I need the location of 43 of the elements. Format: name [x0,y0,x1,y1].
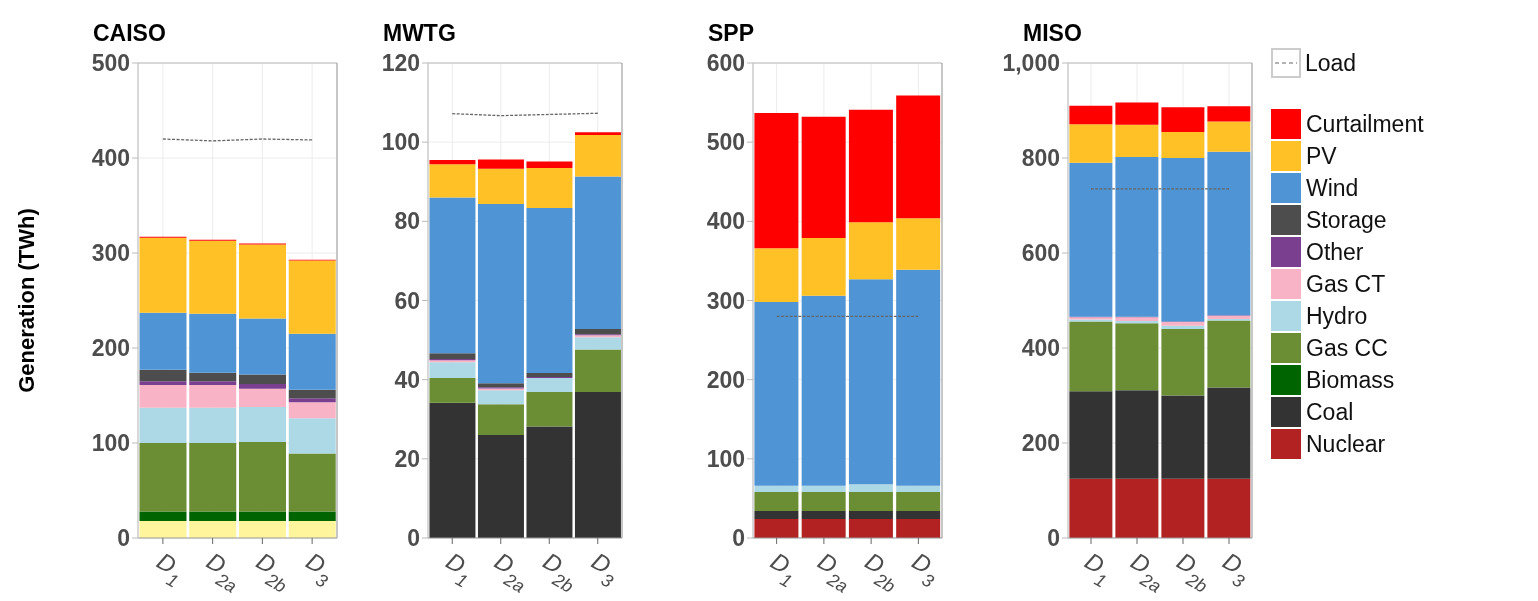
y-tick-label: 100 [706,446,745,472]
legend-label: Biomass [1306,366,1395,395]
legend-label: PV [1306,142,1337,171]
chart-title: CAISO [93,20,166,47]
y-tick-label: 200 [706,366,745,393]
y-tick-label: 400 [1021,335,1060,362]
y-tick-label: 600 [1021,240,1060,267]
y-tick-label: 400 [91,145,130,172]
y-tick-label: 0 [1047,525,1060,552]
y-tick-label: 1,000 [1002,50,1060,77]
y-tick-label: 300 [91,240,130,267]
y-tick-label: 500 [706,129,745,156]
legend-label: Gas CT [1306,270,1386,299]
legend-label: Load [1305,49,1357,77]
y-tick-label: 100 [91,430,130,457]
y-tick-label: 200 [1021,430,1060,457]
y-tick-label: 0 [407,525,420,552]
legend-label: Hydro [1306,302,1368,331]
legend-label: Other [1306,238,1364,267]
y-tick-label: 400 [706,208,745,235]
y-tick-label: 60 [394,287,420,314]
y-tick-label: 300 [706,287,745,314]
y-axis-title: Generation (TWh) [13,208,39,393]
y-tick-label: 40 [394,366,420,393]
y-tick-label: 120 [381,50,420,77]
y-tick-label: 200 [91,335,130,362]
legend-label: Wind [1306,174,1359,203]
y-tick-label: 600 [706,50,745,77]
y-tick-label: 80 [394,208,420,235]
legend-label: Storage [1306,206,1387,235]
chart-title: MWTG [383,20,456,47]
legend-label: Nuclear [1306,430,1386,459]
chart-title: MISO [1023,20,1082,47]
y-tick-label: 100 [381,129,420,156]
legend-label: Coal [1306,398,1354,427]
y-tick-label: 500 [91,50,130,77]
legend-label: Curtailment [1306,110,1424,139]
y-tick-label: 800 [1021,145,1060,172]
legend-label: Gas CC [1306,334,1388,363]
y-tick-label: 20 [394,446,420,472]
chart-title: SPP [708,20,755,47]
y-tick-label: 0 [117,525,130,552]
y-tick-label: 0 [732,525,745,552]
